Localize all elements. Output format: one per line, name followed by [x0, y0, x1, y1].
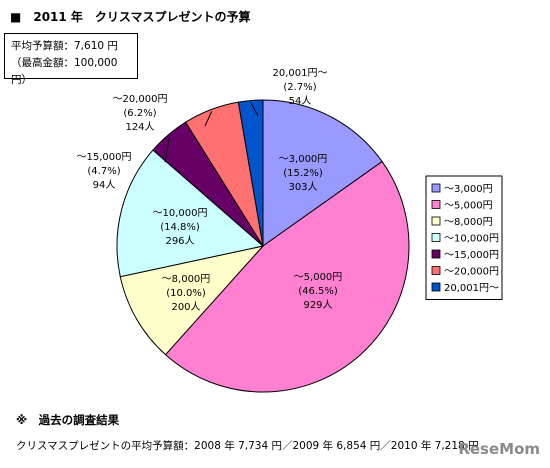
legend-label: ～3,000円 [444, 184, 493, 195]
slice-percent-label: (15.2%) [283, 168, 323, 179]
legend-swatch [431, 183, 441, 193]
legend-label: ～20,000円 [444, 267, 499, 278]
slice-count-label: 296人 [165, 235, 194, 247]
slice-range-label: ～20,000円 [113, 94, 168, 105]
legend-swatch [431, 216, 441, 226]
slice-range-label: ～10,000円 [153, 208, 208, 219]
legend-swatch [431, 266, 441, 275]
slice-percent-label: (6.2%) [123, 108, 156, 119]
slice-range-label: ～3,000円 [279, 154, 328, 165]
legend-swatch [431, 200, 441, 209]
max-budget-text: （最高金額：100,000 円） [11, 57, 118, 86]
slice-count-label: 200人 [171, 301, 200, 313]
leader-line [204, 111, 213, 127]
legend-label: ～15,000円 [444, 250, 499, 261]
budget-summary-box: 平均予算額：7,610 円 （最高金額：100,000 円） [4, 33, 138, 86]
legend-swatch [431, 249, 441, 259]
pie-chart: ～3,000円 (15.2%) 303人 ～5,000円 (46.5%) 929人 ～8,0… [77, 68, 503, 393]
average-budget-text: 平均予算額：7,610 円 [11, 40, 118, 52]
legend-swatch [431, 282, 441, 292]
slice-percent-label: (14.8%) [160, 222, 200, 233]
pie-slice [164, 160, 410, 393]
leader-line [164, 136, 171, 163]
slice-range-label: ～15,000円 [77, 152, 132, 163]
slice-percent-label: (10.0%) [166, 288, 206, 299]
pie-slice [119, 245, 265, 356]
slice-count-label: 124人 [125, 121, 154, 133]
slice-count-label: 54人 [289, 95, 312, 107]
slice-range-label: ～8,000円 [162, 274, 211, 285]
brand-logo: ReseMom [458, 440, 540, 458]
pie-slice [116, 149, 265, 278]
slice-percent-label: (46.5%) [298, 286, 338, 297]
slice-percent-label: (4.7%) [87, 166, 120, 177]
slice-range-label: ～5,000円 [294, 272, 343, 283]
slice-count-label: 929人 [303, 299, 332, 311]
slice-percent-label: (2.7%) [283, 82, 316, 93]
chart-title: ■ 2011 年 クリスマスプレゼントの予算 [10, 10, 251, 24]
legend-swatch [431, 233, 441, 242]
legend-label: ～5,000円 [444, 201, 493, 212]
leader-line [250, 102, 259, 117]
legend-label: 20,001円～ [444, 283, 499, 294]
past-results-heading: ※ 過去の調査結果 [16, 413, 120, 427]
pie-slice [237, 99, 264, 247]
legend-label: ～10,000円 [444, 234, 499, 245]
legend-label: ～8,000円 [444, 217, 493, 228]
pie-slice [262, 99, 383, 247]
slice-range-label: 20,001円～ [273, 68, 328, 79]
slice-count-label: 94人 [93, 179, 116, 191]
slice-count-label: 303人 [288, 181, 317, 193]
past-results-text: クリスマスプレゼントの平均予算額：2008 年 7,734 円／2009 年 6… [16, 440, 479, 452]
